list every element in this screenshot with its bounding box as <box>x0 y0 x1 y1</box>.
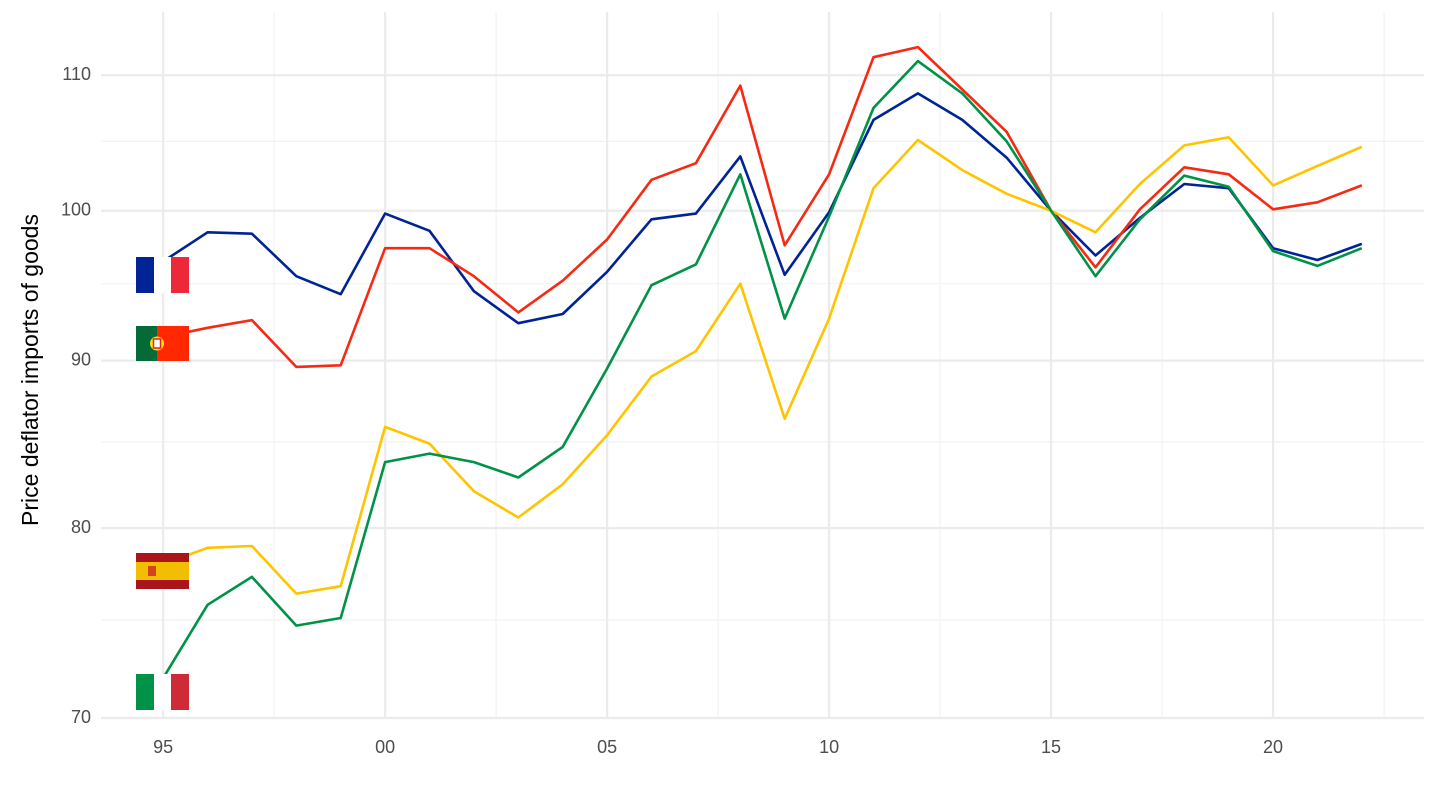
y-tick-label: 70 <box>71 707 91 727</box>
flag-france <box>136 257 189 293</box>
x-tick-label: 20 <box>1263 737 1283 757</box>
x-tick-label: 05 <box>597 737 617 757</box>
flag-stripe <box>136 326 157 361</box>
flags <box>136 257 189 710</box>
flag-italy <box>136 674 189 710</box>
series-line <box>162 92 1363 325</box>
x-tick-label: 10 <box>819 737 839 757</box>
flag-stripe <box>136 562 189 580</box>
flag-stripe <box>154 674 171 710</box>
flag-stripe <box>136 257 154 293</box>
flag-emblem <box>148 566 156 576</box>
flag-portugal <box>136 326 189 361</box>
y-tick-label: 100 <box>61 200 91 220</box>
series-line <box>162 59 1363 679</box>
x-tick-label: 95 <box>153 737 173 757</box>
flag-stripe <box>136 674 154 710</box>
y-axis-label: Price deflator imports of goods <box>17 214 43 526</box>
lines <box>162 45 1363 679</box>
y-tick-label: 90 <box>71 349 91 369</box>
grid <box>101 12 1424 720</box>
series-line <box>162 136 1363 595</box>
flag-stripe <box>171 257 189 293</box>
flag-spain <box>136 553 189 589</box>
flag-emblem <box>152 338 162 349</box>
flag-stripe <box>171 674 189 710</box>
series-line <box>162 45 1363 369</box>
x-tick-label: 15 <box>1041 737 1061 757</box>
x-tick-label: 00 <box>375 737 395 757</box>
flag-stripe <box>154 257 171 293</box>
y-tick-label: 110 <box>62 64 91 84</box>
y-tick-label: 80 <box>71 517 91 537</box>
